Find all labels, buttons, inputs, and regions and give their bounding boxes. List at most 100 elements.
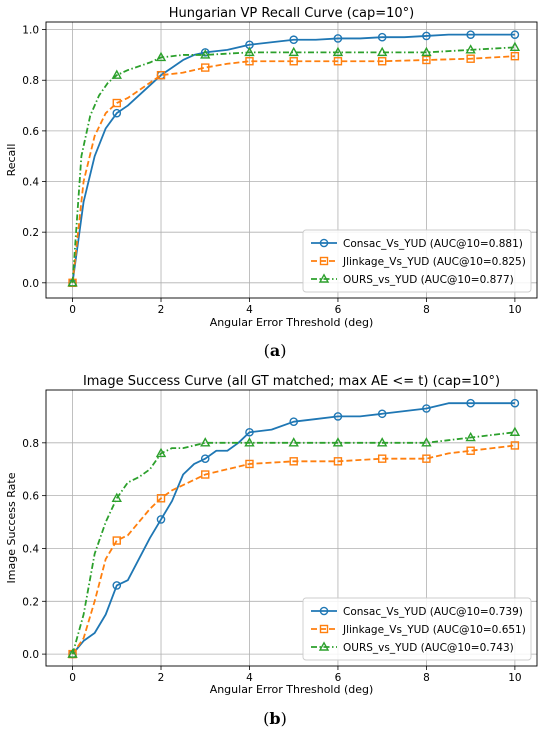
caption-b-letter: b xyxy=(269,709,281,728)
chart2-xtick-label-5: 10 xyxy=(508,672,521,684)
chart2-series-3-point-12 xyxy=(244,437,255,447)
chart1-xlabel: Angular Error Threshold (deg) xyxy=(210,316,374,329)
chart2-legend-label-2: Jlinkage_Vs_YUD (AUC@10=0.651) xyxy=(342,624,526,636)
chart1-series-3-point-21 xyxy=(509,41,521,52)
chart1-series-3 xyxy=(67,41,521,287)
chart2-series-3-line xyxy=(71,431,515,655)
chart2-xtick-label-3: 6 xyxy=(335,672,342,684)
chart2-legend-label-1: Consac_Vs_YUD (AUC@10=0.739) xyxy=(343,606,523,618)
chart2-series-3-point-15 xyxy=(376,437,388,447)
chart2-series-3-point-11 xyxy=(200,437,211,447)
chart1-xtick-label-4: 8 xyxy=(423,304,430,316)
chart1-series-1-point-26 xyxy=(510,30,520,39)
chart2-series-3-point-0 xyxy=(67,648,78,658)
chart1-title: Hungarian VP Recall Curve (cap=10°) xyxy=(169,6,414,21)
chart2-series-3-point-16 xyxy=(421,437,432,447)
chart1-series-3-point-19 xyxy=(465,44,476,54)
chart2-title: Image Success Curve (all GT matched; max… xyxy=(83,374,500,389)
chart2-series-2-point-12 xyxy=(201,470,210,479)
chart2-series-2-point-17 xyxy=(377,454,387,463)
chart2-series-1-point-8 xyxy=(156,515,166,524)
chart2-frame xyxy=(45,389,538,667)
chart2-series-1-point-20 xyxy=(333,412,343,421)
chart1-frame xyxy=(45,21,538,299)
chart2-series-2-point-22 xyxy=(510,441,520,450)
chart2-series-1-point-4 xyxy=(112,581,122,590)
chart2-legend-marker-2 xyxy=(319,624,329,634)
chart1-xtick-label-3: 6 xyxy=(335,304,342,316)
chart1-series-2-point-14 xyxy=(333,57,343,66)
chart1-series-3-point-9 xyxy=(155,51,167,62)
chart2-xtick-label-2: 4 xyxy=(246,672,253,684)
chart1-series-2-point-12 xyxy=(245,57,254,66)
chart1-series-1-point-18 xyxy=(333,34,343,43)
chart1-series-3-point-0 xyxy=(67,277,78,287)
chart2-ytick-label-2: 0.4 xyxy=(22,543,39,555)
chart1-ylabel: Recall xyxy=(5,144,18,177)
chart1-series-3-point-11 xyxy=(200,49,211,59)
chart1-legend-marker-1 xyxy=(319,238,329,248)
chart2-series-3-point-4 xyxy=(111,492,122,502)
caption-a-letter: a xyxy=(269,341,281,360)
chart2-ytick-label-4: 0.8 xyxy=(22,438,39,450)
chart2-series-1-point-28 xyxy=(510,398,520,408)
chart2-series-2-point-8 xyxy=(156,494,166,503)
chart2: Image Success Curve (all GT matched; max… xyxy=(5,374,538,696)
chart2-series-1-point-24 xyxy=(422,404,431,413)
chart1-series-1-point-4 xyxy=(112,108,122,118)
chart1-series-1-point-24 xyxy=(466,30,475,39)
chart1-xtick-label-2: 4 xyxy=(246,304,253,316)
chart2-series-2-point-14 xyxy=(245,459,254,469)
chart2-series-1-point-22 xyxy=(377,409,387,419)
chart2-series-2-point-15 xyxy=(289,457,298,466)
chart2-series-3-point-14 xyxy=(332,437,344,447)
chart2-series-1 xyxy=(68,398,520,659)
chart2-series-2-point-20 xyxy=(466,446,475,455)
chart2-legend-marker-1 xyxy=(319,606,329,616)
caption-b: (b) xyxy=(263,709,287,728)
chart1-series-1-point-12 xyxy=(200,48,210,57)
chart1-series-2 xyxy=(68,51,520,288)
chart1-legend-label-1: Consac_Vs_YUD (AUC@10=0.881) xyxy=(343,238,523,250)
chart2-xtick-label-1: 2 xyxy=(158,672,165,684)
chart2-series-1-point-18 xyxy=(289,417,299,426)
chart2-series-3-point-8 xyxy=(155,447,167,458)
chart1-series-2-point-8 xyxy=(156,70,166,80)
chart1-series-2-point-19 xyxy=(510,51,520,61)
chart2-legend-label-3: OURS_vs_YUD (AUC@10=0.743) xyxy=(343,642,514,654)
chart2-series-2-point-4 xyxy=(112,536,121,545)
chart1-series-2-point-15 xyxy=(377,57,387,66)
chart2-legend-box xyxy=(302,597,532,661)
chart1-legend-label-2: Jlinkage_Vs_YUD (AUC@10=0.825) xyxy=(342,256,526,268)
chart2-series-1-point-12 xyxy=(200,454,210,463)
chart1-series-2-line xyxy=(71,55,515,283)
chart1-series-3-point-16 xyxy=(376,46,388,57)
chart2-ytick-label-1: 0.2 xyxy=(22,596,39,608)
chart1-legend-box xyxy=(302,229,532,293)
chart2-xtick-label-0: 0 xyxy=(69,672,76,684)
chart1-series-3-point-15 xyxy=(332,46,344,57)
chart2-series-2-point-18 xyxy=(422,454,431,463)
chart2-legend-marker-3 xyxy=(318,641,330,651)
caption-a: (a) xyxy=(263,341,287,360)
chart2-series-2-point-16 xyxy=(333,457,343,466)
chart1-legend: Consac_Vs_YUD (AUC@10=0.881) Jlinkage_Vs_… xyxy=(302,229,532,293)
chart1-ytick-label-2: 0.4 xyxy=(22,177,39,189)
chart1-series-2-point-13 xyxy=(289,57,298,66)
chart2-xtick-label-4: 8 xyxy=(423,672,430,684)
chart1-xtick-label-1: 2 xyxy=(158,304,165,316)
chart1: Hungarian VP Recall Curve (cap=10°) 0 2 4 6 8… xyxy=(5,6,538,329)
chart2-xlabel: Angular Error Threshold (deg) xyxy=(210,683,374,696)
chart1-series-3-line xyxy=(71,46,515,283)
chart1-series-3-point-5 xyxy=(111,69,122,79)
chart2-series-2 xyxy=(68,441,520,659)
chart2-ylabel: Image Success Rate xyxy=(5,472,18,583)
chart1-series-3-point-17 xyxy=(421,46,432,57)
chart2-legend: Consac_Vs_YUD (AUC@10=0.739) Jlinkage_Vs_… xyxy=(302,597,532,661)
chart1-series-3-point-13 xyxy=(244,46,255,57)
chart2-series-3-point-18 xyxy=(465,431,476,442)
chart1-series-2-point-17 xyxy=(466,54,475,63)
chart2-series-3 xyxy=(67,426,521,658)
chart1-xtick-label-0: 0 xyxy=(69,304,76,316)
